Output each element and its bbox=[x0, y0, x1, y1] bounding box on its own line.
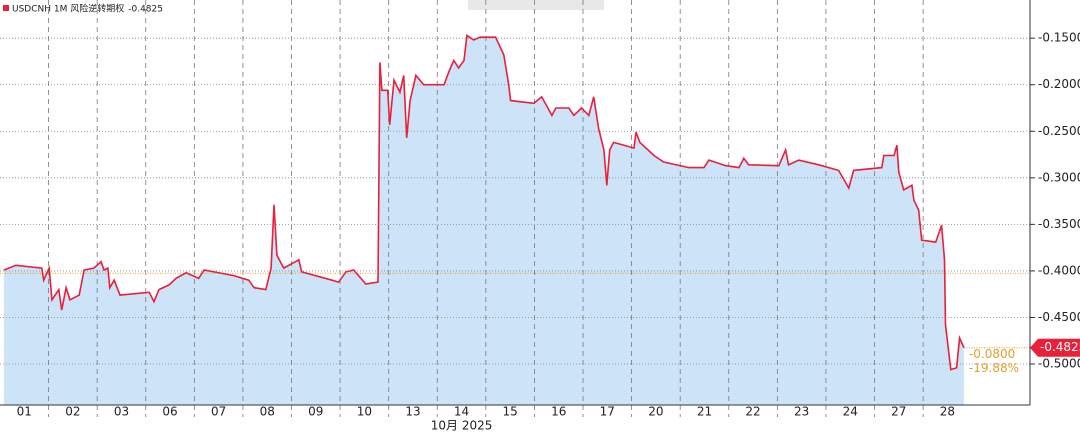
x-tick-label: 15 bbox=[503, 405, 518, 419]
legend-label: USDCNH 1M 风险逆转期权 bbox=[12, 3, 124, 15]
toolbar bbox=[468, 0, 604, 10]
y-tick-label: -0.2500 bbox=[1038, 124, 1080, 138]
x-tick-label: 28 bbox=[940, 405, 955, 419]
area-fill bbox=[3, 35, 964, 406]
y-tick-label: -0.3500 bbox=[1038, 217, 1080, 231]
x-tick-label: 13 bbox=[405, 405, 420, 419]
change-label: -0.0800 bbox=[969, 347, 1015, 361]
y-tick-label: -0.5000 bbox=[1038, 357, 1080, 371]
y-tick-label: -0.4500 bbox=[1038, 310, 1080, 324]
x-tick-label: 21 bbox=[697, 405, 712, 419]
last-value-box bbox=[1030, 338, 1080, 357]
x-tick-label: 10 bbox=[357, 405, 372, 419]
legend-value: -0.4825 bbox=[128, 5, 163, 15]
x-tick-label: 02 bbox=[65, 405, 80, 419]
x-tick-label: 08 bbox=[260, 405, 275, 419]
x-axis-label: 10月 2025 bbox=[431, 419, 493, 433]
y-tick-label: -0.2000 bbox=[1038, 77, 1080, 91]
change-pct-label: -19.88% bbox=[969, 361, 1019, 375]
x-tick-label: 01 bbox=[17, 405, 32, 419]
x-tick-label: 24 bbox=[843, 405, 858, 419]
x-tick-label: 23 bbox=[794, 405, 809, 419]
x-tick-label: 27 bbox=[891, 405, 906, 419]
x-tick-label: 20 bbox=[648, 405, 663, 419]
x-tick-label: 16 bbox=[551, 405, 566, 419]
y-tick-label: -0.3000 bbox=[1038, 170, 1080, 184]
x-tick-label: 14 bbox=[454, 405, 469, 419]
legend-swatch bbox=[3, 5, 9, 11]
x-tick-label: 07 bbox=[211, 405, 226, 419]
x-tick-label: 09 bbox=[308, 405, 323, 419]
toolbar-bar bbox=[468, 0, 604, 10]
x-tick-label: 17 bbox=[600, 405, 615, 419]
y-tick-label: -0.4000 bbox=[1038, 263, 1080, 277]
x-tick-label: 06 bbox=[162, 405, 177, 419]
last-value-label: -0.4825 bbox=[1040, 340, 1080, 354]
x-tick-label: 03 bbox=[114, 405, 129, 419]
y-tick-label: -0.1500 bbox=[1038, 31, 1080, 45]
x-tick-label: 22 bbox=[745, 405, 760, 419]
line bbox=[3, 33, 965, 371]
